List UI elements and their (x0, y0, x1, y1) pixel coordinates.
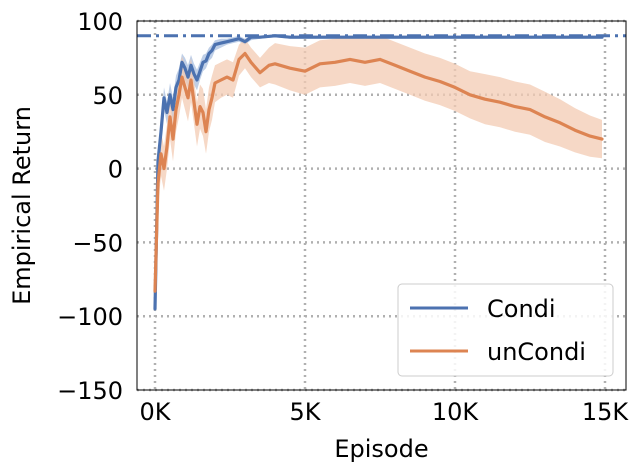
y-tick-labels: 100 50 0 −50 −100 −150 (57, 8, 123, 405)
x-axis-label: Episode (334, 435, 428, 463)
series-line-uncondi (153, 51, 604, 293)
y-tick-label: −50 (72, 229, 123, 257)
y-tick-label: −150 (57, 377, 123, 405)
x-tick-label: 5K (289, 398, 321, 426)
plot-frame (136, 20, 627, 391)
legend-label-condi: Condi (487, 295, 556, 323)
x-tick-label: 15K (582, 398, 630, 426)
confidence-bands (155, 34, 602, 317)
series-line-condi (153, 34, 604, 311)
x-tick-label: 0K (139, 398, 171, 426)
legend-label-uncondi: unCondi (487, 338, 586, 366)
x-tick-labels: 0K 5K 10K 15K (139, 398, 629, 426)
y-tick-label: 0 (108, 156, 123, 184)
y-tick-label: −100 (57, 303, 123, 331)
y-tick-label: 100 (77, 8, 123, 36)
legend: Condi unCondi (397, 283, 614, 377)
y-axis-label: Empirical Return (8, 106, 36, 305)
confidence-band-uncondi (155, 35, 602, 309)
series-lines (153, 34, 604, 311)
y-tick-label: 50 (92, 82, 123, 110)
x-tick-label: 10K (432, 398, 480, 426)
